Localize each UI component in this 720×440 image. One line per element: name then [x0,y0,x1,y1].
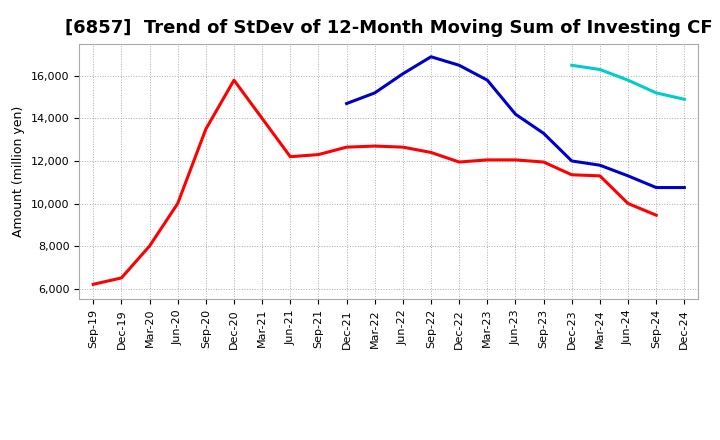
Legend: 3 Years, 5 Years, 7 Years, 10 Years: 3 Years, 5 Years, 7 Years, 10 Years [179,438,598,440]
3 Years [511,157,520,162]
5 Years [511,111,520,117]
7 Years [595,67,604,72]
3 Years [202,126,210,132]
3 Years [314,152,323,157]
3 Years [145,243,154,249]
3 Years [342,144,351,150]
5 Years [652,185,660,190]
Line: 3 Years: 3 Years [94,80,656,284]
3 Years [567,172,576,177]
5 Years [539,131,548,136]
3 Years [174,201,182,206]
5 Years [455,62,464,68]
3 Years [230,77,238,83]
3 Years [258,116,266,121]
5 Years [567,158,576,164]
5 Years [370,90,379,95]
3 Years [539,159,548,165]
7 Years [680,97,688,102]
5 Years [427,54,436,59]
Y-axis label: Amount (million yen): Amount (million yen) [12,106,25,237]
3 Years [370,143,379,149]
3 Years [89,282,98,287]
3 Years [455,159,464,165]
Line: 5 Years: 5 Years [346,57,684,187]
7 Years [652,90,660,95]
3 Years [483,157,492,162]
3 Years [595,173,604,179]
3 Years [117,275,126,281]
Line: 7 Years: 7 Years [572,65,684,99]
5 Years [595,162,604,168]
3 Years [427,150,436,155]
7 Years [567,62,576,68]
3 Years [624,201,632,206]
3 Years [399,144,408,150]
3 Years [652,213,660,218]
7 Years [624,77,632,83]
3 Years [286,154,294,159]
5 Years [399,71,408,77]
5 Years [342,101,351,106]
Title: [6857]  Trend of StDev of 12-Month Moving Sum of Investing CF: [6857] Trend of StDev of 12-Month Moving… [65,19,713,37]
5 Years [483,77,492,83]
5 Years [680,185,688,190]
5 Years [624,173,632,179]
